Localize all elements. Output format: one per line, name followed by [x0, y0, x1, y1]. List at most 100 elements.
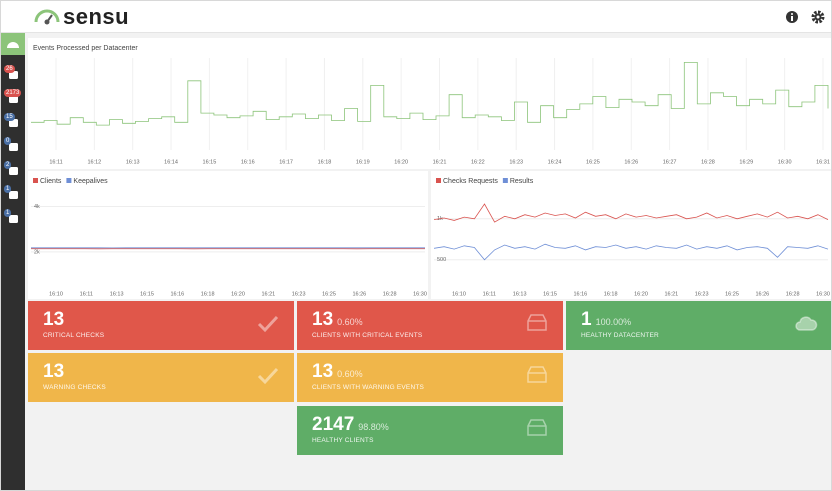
- tile-label: WARNING CHECKS: [43, 384, 106, 391]
- tile-icon: [795, 316, 818, 331]
- stat-tile: 2147 98.80% HEALTHY CLIENTS: [297, 406, 563, 455]
- tile-count-row: 2147 98.80%: [312, 414, 389, 436]
- tile-count: 13: [43, 361, 65, 382]
- tile-count-row: 13: [43, 309, 64, 331]
- x-tick-label: 16:18: [201, 291, 215, 297]
- x-tick-label: 16:15: [203, 159, 217, 165]
- x-tick-label: 16:17: [279, 159, 293, 165]
- x-tick-label: 16:26: [755, 291, 769, 297]
- nav-badge: 15: [4, 113, 15, 121]
- header: sensu: [1, 1, 831, 33]
- info-icon[interactable]: [785, 10, 799, 24]
- x-tick-label: 16:15: [543, 291, 557, 297]
- settings-icon[interactable]: [811, 10, 825, 24]
- checks-panel: 1k 500 16:10 16:11 16:13 16:15 16:16 16:18 16:20…: [431, 171, 831, 299]
- legend-swatch: [66, 178, 72, 183]
- events-panel: Events Processed per Datacenter 16:11 16:1…: [28, 38, 831, 169]
- x-tick-label: 16:24: [548, 159, 562, 165]
- x-tick-label: 16:28: [383, 291, 397, 297]
- legend-swatch: [33, 178, 38, 183]
- legend-label: Results: [510, 178, 534, 185]
- nav-icon-shape: [9, 191, 18, 199]
- series-line: [433, 243, 829, 261]
- legend-swatch: [436, 178, 441, 183]
- x-tick-label: 16:21: [433, 159, 447, 165]
- x-tick-label: 16:18: [604, 291, 618, 297]
- nav-badge: 1: [4, 185, 12, 193]
- x-tick-label: 16:13: [110, 291, 124, 297]
- x-tick-label: 16:11: [483, 291, 496, 297]
- x-tick-label: 16:23: [292, 291, 306, 297]
- tile-count: 13: [312, 309, 334, 330]
- tile-icon-shape: [795, 316, 818, 331]
- x-tick-label: 16:28: [701, 159, 715, 165]
- x-tick-label: 16:19: [356, 159, 370, 165]
- legend-label: Keepalives: [73, 178, 108, 185]
- tile-label: HEALTHY DATACENTER: [581, 332, 659, 339]
- logo-icon: [34, 9, 60, 25]
- tile-icon-shape: [257, 315, 279, 333]
- dashboard-icon: [7, 42, 19, 48]
- tile-percent: 100.00%: [595, 317, 632, 327]
- tile-icon: [257, 367, 279, 385]
- tile-count-row: 13 0.60%: [312, 361, 363, 383]
- x-tick-label: 16:16: [170, 291, 184, 297]
- tile-icon-shape: [257, 367, 279, 385]
- x-tick-label: 16:22: [471, 159, 485, 165]
- tile-count-row: 1 100.00%: [581, 309, 631, 331]
- chart-title: Events Processed per Datacenter: [33, 45, 138, 52]
- x-tick-label: 16:23: [695, 291, 709, 297]
- stat-tile: 13 0.60% CLIENTS WITH CRITICAL EVENTS: [297, 301, 563, 350]
- x-tick-label: 16:26: [624, 159, 638, 165]
- x-tick-label: 16:26: [352, 291, 366, 297]
- x-tick-label: 16:15: [140, 291, 154, 297]
- x-tick-label: 16:12: [87, 159, 101, 165]
- nav-icon: [9, 191, 18, 199]
- x-tick-label: 16:18: [318, 159, 332, 165]
- x-tick-label: 16:23: [509, 159, 523, 165]
- tile-percent: 98.80%: [358, 422, 389, 432]
- series-line: [31, 62, 829, 126]
- y-tick-label: 2k: [34, 249, 40, 255]
- legend-label: Clients: [40, 178, 62, 185]
- stat-tile: 1 100.00% HEALTHY DATACENTER: [566, 301, 831, 350]
- checks-chart: 1k 500 16:10 16:11 16:13 16:15 16:16 16:18 16:20…: [433, 178, 830, 297]
- tile-icon: [527, 314, 547, 331]
- tile-icon-shape: [527, 419, 547, 436]
- tile-count: 1: [581, 309, 592, 330]
- y-tick-label: 500: [437, 257, 446, 263]
- tile-icon-shape: [527, 314, 547, 331]
- nav-badge: 26: [4, 65, 15, 73]
- nav-icon-shape: [9, 143, 18, 151]
- x-tick-label: 16:20: [394, 159, 408, 165]
- nav-icon: [9, 119, 18, 127]
- logo: sensu: [63, 4, 130, 29]
- x-tick-label: 16:30: [778, 159, 792, 165]
- x-tick-label: 16:29: [739, 159, 753, 165]
- x-tick-label: 16:11: [49, 159, 62, 165]
- x-tick-label: 16:25: [725, 291, 739, 297]
- x-tick-label: 16:13: [126, 159, 140, 165]
- x-tick-label: 16:20: [231, 291, 245, 297]
- legend-swatch: [502, 178, 508, 183]
- series-line: [433, 203, 829, 223]
- x-tick-label: 16:20: [634, 291, 648, 297]
- tile-count-row: 13 0.60%: [312, 309, 363, 331]
- nav-badge: 1: [4, 209, 12, 217]
- nav-badge: 2: [4, 161, 12, 169]
- x-tick-label: 16:21: [664, 291, 678, 297]
- x-tick-label: 16:28: [786, 291, 800, 297]
- nav-icon: [9, 71, 18, 79]
- clients-panel: 4k 2k 16:10 16:11 16:13 16:15 16:16 16:18 16:20 1…: [28, 171, 428, 299]
- sidebar: 26 2173 15 0 2 1 1: [1, 33, 25, 490]
- stat-tile: 13 WARNING CHECKS: [28, 353, 294, 402]
- nav-icon-shape: [9, 215, 18, 223]
- x-tick-label: 16:30: [816, 291, 830, 297]
- nav-icon-shape: [9, 71, 18, 79]
- x-tick-label: 16:14: [164, 159, 178, 165]
- tile-percent: 0.60%: [337, 317, 363, 327]
- nav-dashboard[interactable]: [1, 33, 25, 55]
- y-tick-label: 4k: [34, 204, 40, 210]
- nav-icon: [9, 143, 18, 151]
